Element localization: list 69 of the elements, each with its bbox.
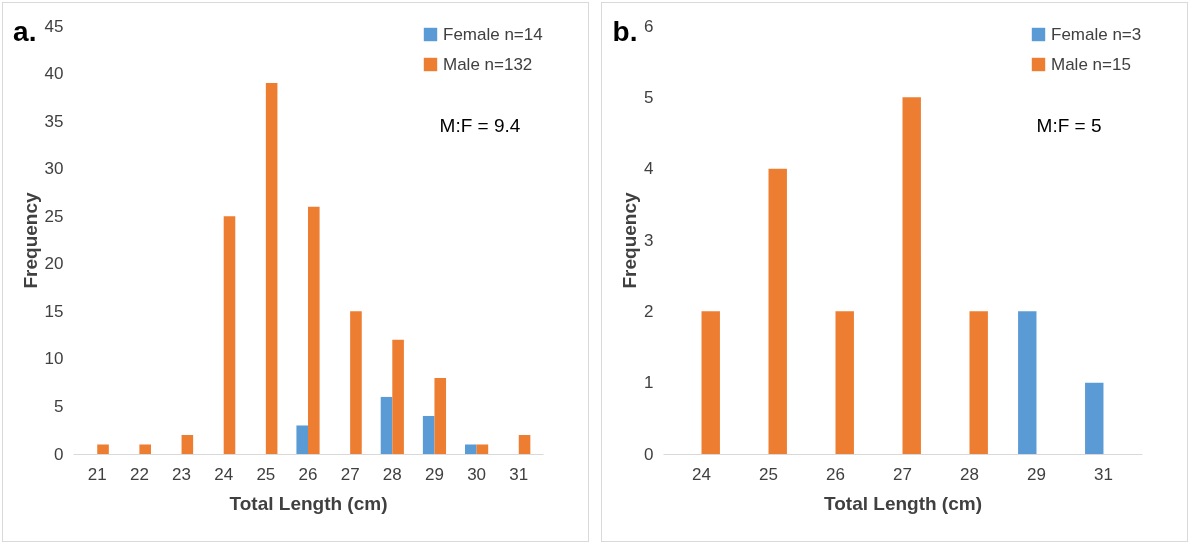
y-tick-label: 5 bbox=[54, 396, 64, 416]
bar bbox=[296, 425, 308, 454]
x-axis-title: Total Length (cm) bbox=[824, 492, 982, 514]
bar bbox=[350, 311, 362, 454]
bar bbox=[1018, 311, 1037, 454]
x-tick-label: 22 bbox=[129, 464, 149, 484]
y-tick-label: 30 bbox=[44, 159, 64, 179]
y-tick-label: 35 bbox=[44, 111, 64, 131]
x-tick-label: 29 bbox=[425, 464, 444, 484]
bar bbox=[969, 311, 988, 454]
bar bbox=[902, 97, 921, 454]
y-tick-label: 25 bbox=[44, 206, 64, 226]
bar bbox=[181, 434, 194, 454]
bar bbox=[465, 444, 477, 454]
bar bbox=[422, 415, 435, 454]
y-tick-label: 20 bbox=[44, 254, 64, 274]
y-tick-label: 45 bbox=[44, 16, 64, 36]
y-tick-label: 0 bbox=[644, 444, 654, 464]
y-axis-title: Frequency bbox=[619, 192, 641, 289]
x-tick-label: 24 bbox=[692, 464, 711, 484]
y-tick-label: 3 bbox=[644, 230, 654, 250]
chart-title: a. bbox=[13, 16, 37, 47]
bar bbox=[392, 339, 404, 454]
x-tick-label: 24 bbox=[214, 464, 234, 484]
x-tick-label: 28 bbox=[960, 464, 979, 484]
annotation: M:F = 9.4 bbox=[439, 115, 521, 136]
y-tick-label: 6 bbox=[644, 16, 654, 36]
x-tick-label: 29 bbox=[1027, 464, 1046, 484]
x-axis-title: Total Length (cm) bbox=[229, 492, 388, 514]
y-axis-title: Frequency bbox=[19, 192, 41, 289]
x-tick-label: 30 bbox=[467, 464, 487, 484]
bar bbox=[308, 206, 320, 454]
x-tick-label: 31 bbox=[509, 464, 529, 484]
y-tick-label: 10 bbox=[44, 349, 64, 369]
bar bbox=[476, 444, 489, 454]
y-tick-label: 2 bbox=[644, 301, 654, 321]
bar bbox=[139, 444, 151, 454]
y-tick-label: 40 bbox=[44, 64, 64, 84]
bar bbox=[1085, 382, 1104, 454]
x-tick-label: 25 bbox=[256, 464, 276, 484]
bar bbox=[223, 216, 236, 454]
x-tick-label: 23 bbox=[172, 464, 191, 484]
bar bbox=[768, 168, 787, 454]
y-tick-label: 4 bbox=[644, 159, 654, 179]
legend-label: Female n=3 bbox=[1051, 24, 1142, 44]
bar bbox=[265, 83, 278, 454]
legend-label: Male n=132 bbox=[443, 54, 533, 74]
bar bbox=[835, 311, 854, 454]
x-tick-label: 26 bbox=[298, 464, 318, 484]
x-tick-label: 27 bbox=[893, 464, 912, 484]
annotation: M:F = 5 bbox=[1036, 115, 1102, 136]
x-tick-label: 25 bbox=[759, 464, 778, 484]
legend-label: Female n=14 bbox=[443, 24, 543, 44]
bar bbox=[701, 311, 720, 454]
x-tick-label: 27 bbox=[340, 464, 360, 484]
bar bbox=[434, 377, 447, 454]
y-tick-label: 0 bbox=[54, 444, 64, 464]
x-tick-label: 21 bbox=[87, 464, 107, 484]
bar bbox=[380, 396, 393, 454]
x-tick-label: 26 bbox=[826, 464, 845, 484]
y-tick-label: 15 bbox=[44, 301, 64, 321]
y-tick-label: 5 bbox=[644, 87, 654, 107]
bar bbox=[518, 434, 531, 454]
x-tick-label: 31 bbox=[1094, 464, 1113, 484]
bar bbox=[97, 444, 109, 454]
legend-label: Male n=15 bbox=[1051, 54, 1131, 74]
chart-title: b. bbox=[612, 16, 638, 47]
x-tick-label: 28 bbox=[382, 464, 402, 484]
y-tick-label: 1 bbox=[644, 373, 654, 393]
